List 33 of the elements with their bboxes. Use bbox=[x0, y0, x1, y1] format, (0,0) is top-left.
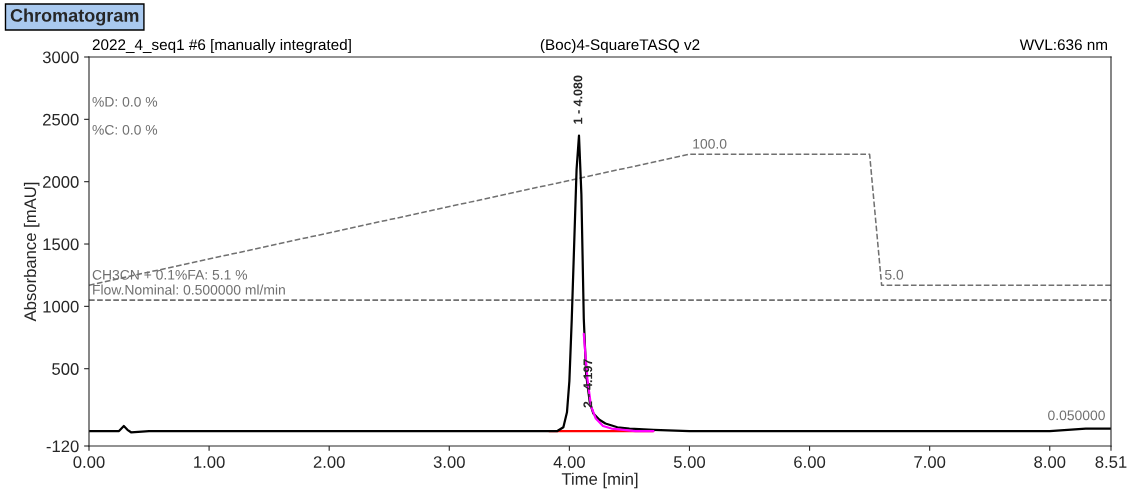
x-axis-title: Time [min] bbox=[561, 472, 638, 489]
line-series bbox=[582, 332, 655, 433]
x-tick-label: 4.00 bbox=[553, 456, 585, 468]
annotation: 5.0 bbox=[884, 269, 904, 280]
y-axis-title: Absorbance [mAU] bbox=[23, 182, 40, 322]
text: WVL:636 nm bbox=[1019, 39, 1107, 51]
x-tick-label: 7.00 bbox=[914, 456, 946, 468]
x-tick-label: 8.51 bbox=[1095, 456, 1127, 468]
annotation: %C: 0.0 % bbox=[92, 124, 158, 135]
y-tick-label: 500 bbox=[52, 363, 79, 375]
y-tick-label: 2000 bbox=[43, 176, 79, 188]
annotation: 2 - 4.197 bbox=[583, 359, 593, 408]
x-tick-label: 1.00 bbox=[194, 456, 225, 468]
annotation: 100.0 bbox=[693, 138, 727, 149]
y-tick-label: 1500 bbox=[43, 238, 79, 251]
y-tick-label: 3000 bbox=[42, 51, 79, 64]
y-tick-label: -120 bbox=[46, 440, 79, 453]
x-tick-label: 2.00 bbox=[313, 456, 345, 468]
y-tick-label: 2500 bbox=[43, 113, 79, 126]
annotation: 0.050000 bbox=[1048, 410, 1105, 421]
x-tick-label: 6.00 bbox=[794, 456, 826, 468]
x-tick-label: 5.00 bbox=[673, 456, 706, 468]
text: 2022_4_seq1 #6 [manually integrated] bbox=[92, 38, 351, 54]
chart-title: Chromatogram bbox=[10, 8, 139, 26]
x-tick-label: 0.00 bbox=[73, 456, 105, 468]
x-tick-label: 3.00 bbox=[433, 456, 465, 468]
annotation: %D: 0.0 % bbox=[92, 96, 158, 107]
y-tick-label: 1000 bbox=[43, 300, 79, 313]
line-series bbox=[89, 134, 1111, 434]
annotation: 1 - 4.080 bbox=[573, 75, 583, 124]
text: (Boc)4-SquareTASQ v2 bbox=[540, 38, 700, 54]
x-tick-label: 8.00 bbox=[1034, 456, 1066, 468]
annotation: Flow.Nominal: 0.500000 ml/min bbox=[93, 284, 285, 295]
